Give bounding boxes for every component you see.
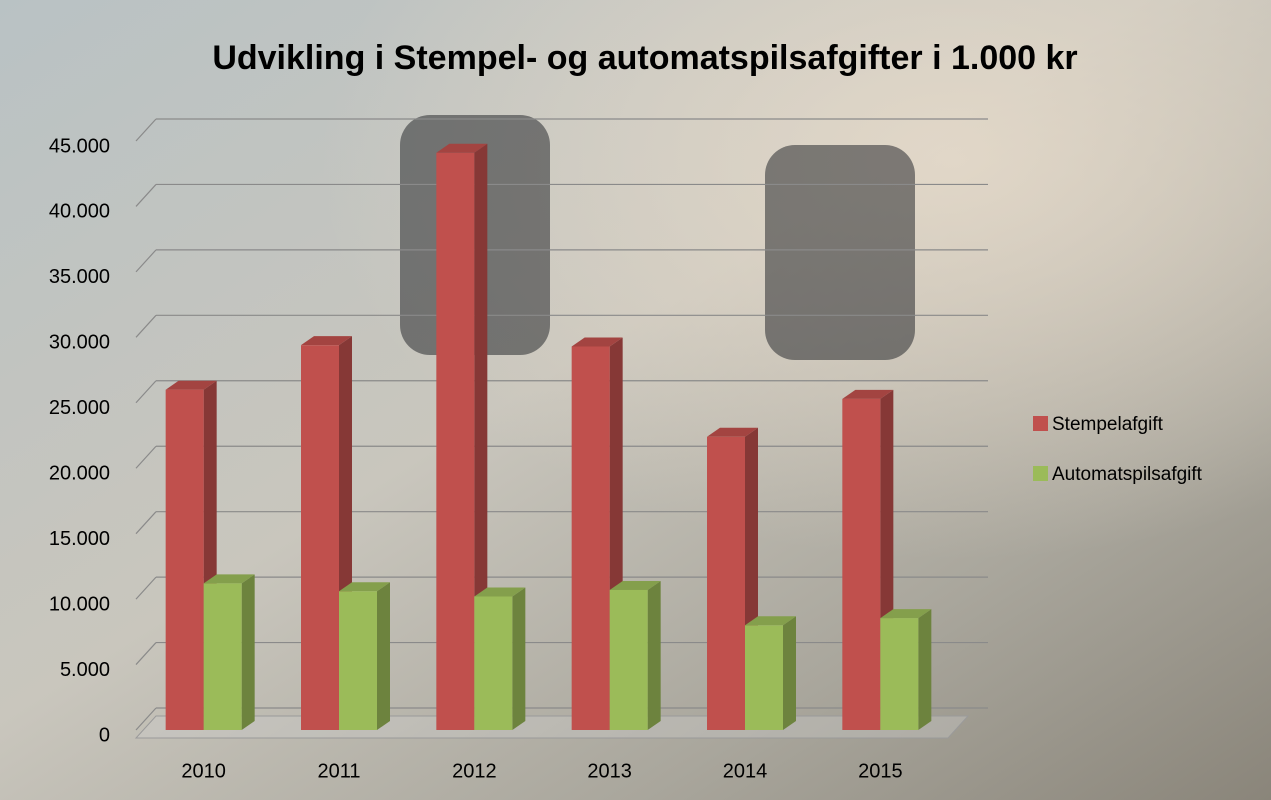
- bar-top: [842, 389, 894, 399]
- bar-top: [339, 582, 390, 592]
- x-tick-label: 2014: [723, 760, 768, 782]
- grid-line: [135, 184, 157, 207]
- bar-side: [377, 582, 390, 730]
- bar: [339, 591, 377, 730]
- bar: [745, 625, 783, 730]
- legend-swatch: [1033, 416, 1048, 431]
- bar-side: [647, 580, 661, 730]
- bar-side: [783, 616, 796, 730]
- y-tick-label: 5.000: [60, 659, 110, 681]
- legend-swatch: [1033, 466, 1048, 481]
- bar: [474, 596, 513, 730]
- grid-line: [135, 314, 157, 338]
- y-tick-label: 30.000: [49, 332, 110, 354]
- bar: [203, 583, 242, 730]
- grid-line: [135, 249, 157, 273]
- legend-label: Automatspilsafgift: [1052, 464, 1203, 485]
- x-tick-label: 2013: [587, 760, 632, 782]
- grid-line: [135, 118, 157, 142]
- bar: [436, 152, 475, 730]
- photo-stamp: [765, 145, 915, 360]
- y-tick-label: 10.000: [49, 593, 110, 615]
- bar-side: [474, 143, 488, 730]
- bar: [165, 389, 204, 730]
- chart-title: Udvikling i Stempel- og automatspilsafgi…: [212, 39, 1077, 77]
- bar-top: [745, 616, 796, 626]
- bar-side: [241, 574, 255, 730]
- bar: [571, 346, 610, 730]
- y-tick-label: 40.000: [49, 201, 110, 223]
- grid-line: [135, 707, 157, 731]
- x-tick-label: 2010: [181, 760, 226, 782]
- y-tick-label: 25.000: [49, 397, 110, 419]
- grid-line: [135, 380, 157, 404]
- bar-top: [203, 574, 255, 584]
- x-tick-label: 2012: [452, 760, 497, 782]
- y-tick-label: 0: [99, 724, 110, 746]
- bar-top: [474, 587, 526, 597]
- grid-line: [135, 642, 157, 665]
- grid-line: [135, 511, 157, 535]
- x-tick-label: 2011: [317, 760, 360, 782]
- y-tick-label: 35.000: [49, 266, 110, 288]
- bar-top: [301, 336, 352, 346]
- bar-top: [436, 143, 488, 153]
- x-tick-label: 2015: [858, 760, 903, 782]
- bar-top: [880, 609, 932, 619]
- bar: [609, 589, 648, 730]
- bar-top: [165, 380, 217, 390]
- bar-top: [609, 580, 661, 590]
- y-tick-label: 45.000: [49, 135, 110, 157]
- bar-top: [571, 337, 623, 347]
- bar: [880, 618, 919, 730]
- grid-line: [135, 576, 157, 600]
- grid-line: [135, 445, 157, 469]
- y-tick-label: 15.000: [49, 528, 110, 550]
- bar-side: [512, 587, 526, 730]
- bar: [707, 436, 745, 730]
- bar: [842, 398, 881, 730]
- bar-side: [918, 609, 932, 730]
- legend-label: Stempelafgift: [1052, 414, 1164, 435]
- bar-top: [707, 427, 758, 437]
- bar: [301, 345, 339, 730]
- y-tick-label: 20.000: [49, 463, 110, 485]
